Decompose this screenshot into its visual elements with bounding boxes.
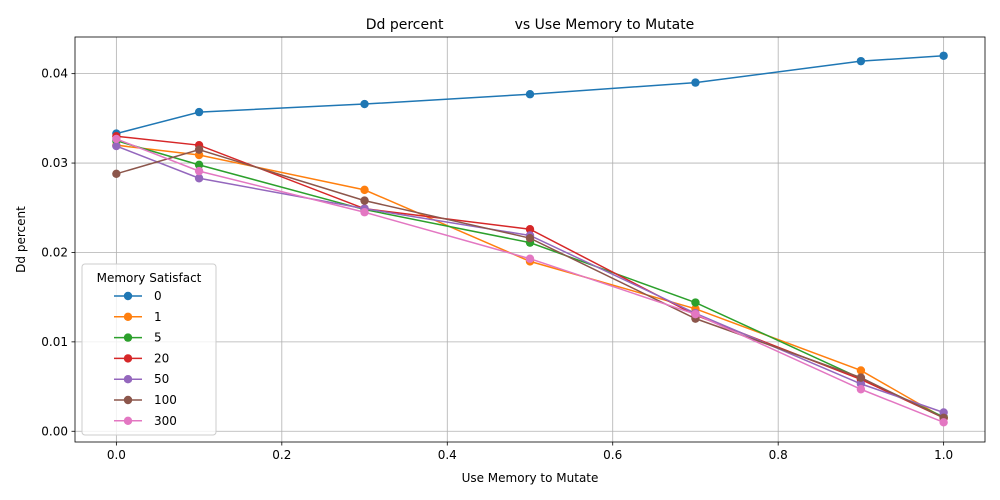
legend-entry-20: 20	[114, 351, 169, 365]
chart-title: Dd percent vs Use Memory to Mutate	[366, 17, 695, 33]
series-line	[116, 148, 944, 419]
data-point	[194, 107, 204, 117]
legend-entry-5: 5	[114, 331, 162, 345]
data-point	[939, 418, 948, 427]
data-point	[691, 298, 700, 307]
legend-label: 100	[154, 393, 177, 407]
data-point	[112, 141, 121, 151]
y-tick-label: 0.04	[41, 67, 68, 81]
legend-label: 0	[154, 289, 162, 303]
series-0	[112, 51, 948, 138]
series-line	[116, 138, 944, 424]
y-axis: 0.00 0.01 0.02 0.03 0.04	[41, 67, 75, 438]
data-point	[360, 185, 369, 195]
data-point	[194, 166, 204, 176]
x-axis: 0.0 0.2 0.4 0.6 0.8 1.0	[107, 442, 953, 462]
legend-marker	[123, 416, 133, 425]
series-layer	[112, 51, 948, 427]
series-300	[112, 134, 948, 427]
legend-label: 20	[154, 351, 169, 365]
legend-label: 50	[154, 372, 169, 386]
x-tick-label: 0.8	[769, 448, 788, 462]
x-tick-label: 1.0	[934, 448, 953, 462]
x-tick-label: 0.2	[272, 448, 291, 462]
legend-title: Memory Satisfact	[97, 271, 202, 285]
plot-frame	[74, 36, 986, 443]
legend-label: 1	[154, 310, 162, 324]
data-point	[112, 134, 121, 144]
series-50	[112, 141, 948, 417]
legend-label: 5	[154, 331, 162, 345]
series-line	[116, 145, 944, 414]
legend-label: 300	[154, 414, 177, 428]
legend-marker	[123, 333, 133, 342]
data-point	[939, 51, 948, 60]
data-point	[360, 99, 369, 109]
data-point	[856, 385, 866, 394]
data-point	[525, 90, 535, 99]
data-point	[194, 145, 204, 154]
legend-entry-100: 100	[114, 393, 177, 407]
series-5	[112, 136, 948, 422]
data-point	[856, 56, 866, 66]
grid	[75, 37, 985, 442]
legend: Memory Satisfact 0 1 5 20 50 100 300	[81, 263, 217, 436]
legend-entry-0: 0	[114, 289, 162, 303]
data-point	[856, 366, 866, 375]
series-100	[112, 145, 948, 423]
legend-entry-1: 1	[114, 310, 162, 324]
data-point	[691, 78, 700, 87]
series-line	[116, 135, 944, 419]
legend-box	[81, 263, 217, 436]
data-point	[525, 233, 535, 243]
data-point	[360, 196, 369, 205]
data-point	[194, 160, 204, 170]
x-tick-label: 0.6	[603, 448, 622, 462]
legend-entry-50: 50	[114, 372, 169, 386]
legend-entry-300: 300	[114, 414, 177, 428]
legend-marker	[123, 354, 133, 363]
legend-marker	[123, 395, 133, 405]
series-1	[112, 140, 948, 423]
y-axis-label: Dd percent	[14, 206, 28, 273]
data-point	[856, 373, 866, 382]
legend-marker	[123, 291, 133, 301]
legend-marker	[123, 312, 133, 321]
data-point	[194, 174, 204, 183]
data-point	[691, 309, 700, 319]
y-tick-label: 0.01	[41, 335, 68, 349]
data-point	[360, 208, 369, 217]
x-tick-label: 0.4	[438, 448, 457, 462]
data-point	[525, 254, 535, 263]
y-tick-label: 0.02	[41, 245, 68, 259]
legend-marker	[123, 375, 133, 384]
legend-entries: 0 1 5 20 50 100 300	[114, 289, 177, 428]
data-point	[112, 169, 121, 178]
y-tick-label: 0.03	[41, 156, 68, 170]
y-tick-label: 0.00	[41, 424, 68, 438]
x-tick-label: 0.0	[107, 448, 126, 462]
x-axis-label: Use Memory to Mutate	[462, 471, 599, 485]
data-point	[525, 225, 535, 234]
